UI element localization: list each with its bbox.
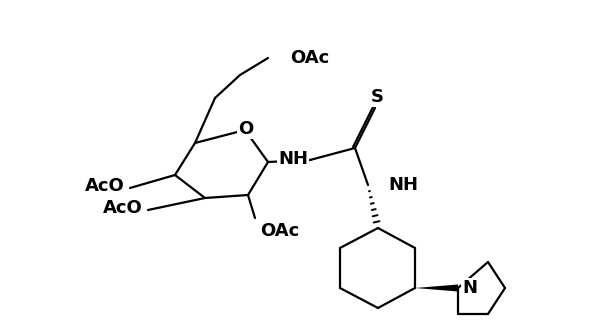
Text: AcO: AcO	[103, 199, 143, 217]
Text: NH: NH	[278, 150, 308, 168]
Text: O: O	[238, 120, 254, 138]
Polygon shape	[415, 285, 458, 292]
Text: OAc: OAc	[290, 49, 330, 67]
Text: AcO: AcO	[85, 177, 125, 195]
Text: S: S	[371, 88, 383, 106]
Text: NH: NH	[388, 176, 418, 194]
Text: OAc: OAc	[260, 222, 299, 240]
Text: N: N	[462, 279, 477, 297]
